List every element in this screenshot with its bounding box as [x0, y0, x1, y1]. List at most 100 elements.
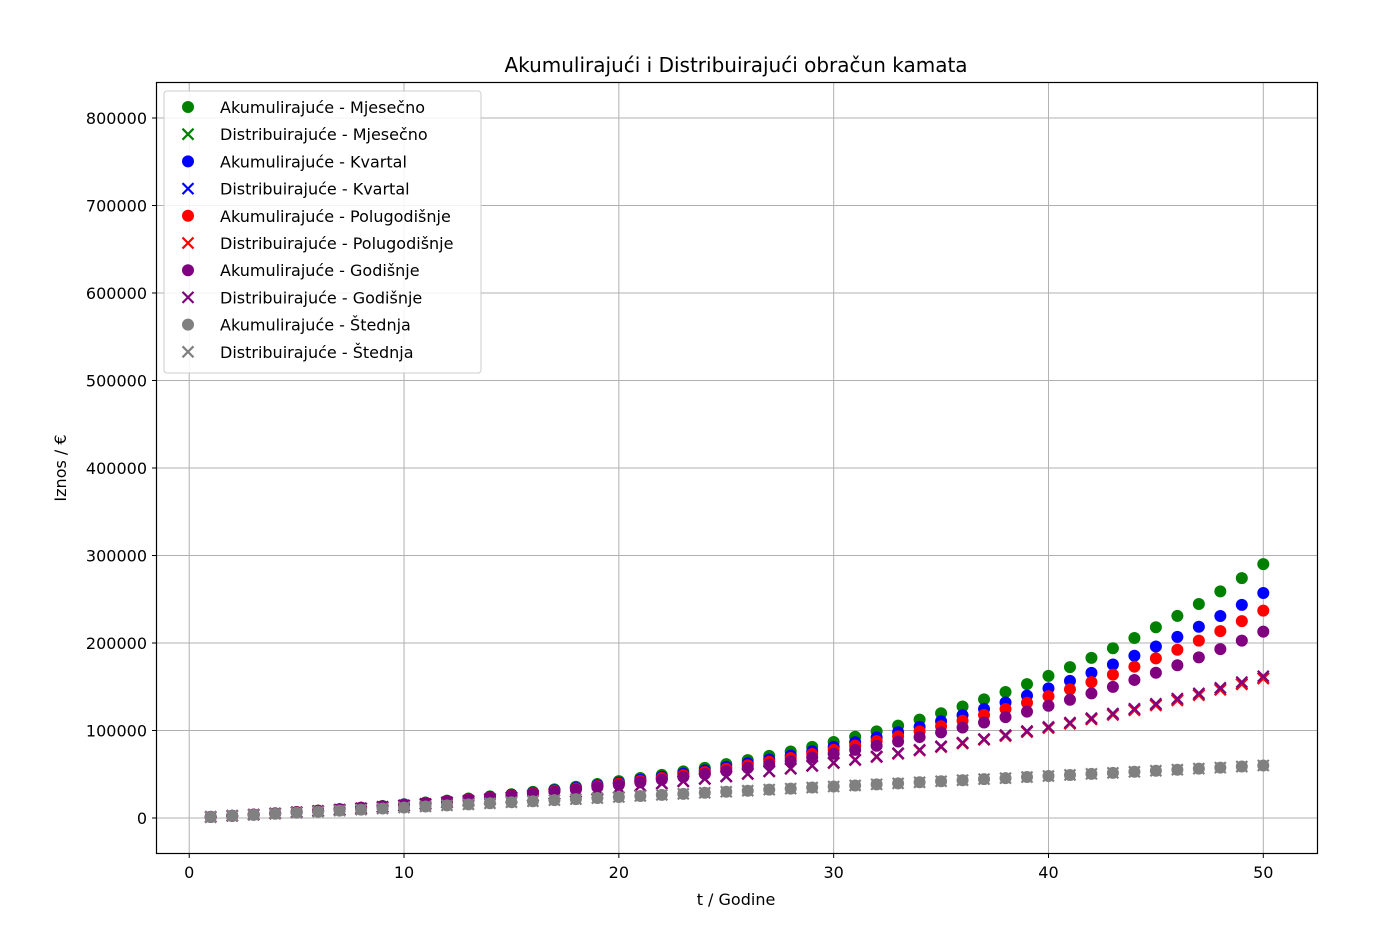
data-point-circle — [612, 778, 625, 791]
data-point-circle — [1106, 668, 1119, 681]
legend-marker — [182, 209, 194, 222]
data-point-circle — [1063, 661, 1076, 674]
data-point-circle — [677, 770, 690, 783]
data-point-x — [1106, 707, 1120, 720]
data-point-circle — [1257, 558, 1270, 571]
y-tick-label: 400000 — [86, 459, 147, 478]
data-point-x — [956, 736, 969, 749]
legend-label: Distribuirajuće - Kvartal — [220, 180, 410, 199]
data-point-x — [977, 732, 991, 746]
data-point-x — [870, 750, 883, 763]
series-points — [204, 625, 1270, 823]
data-point-circle — [1106, 680, 1119, 693]
data-point-circle — [1149, 621, 1162, 634]
data-point-circle — [1257, 625, 1270, 638]
legend-marker — [181, 291, 195, 304]
data-point-circle — [1192, 651, 1205, 664]
x-tick-label: 50 — [1253, 863, 1273, 882]
data-point-circle — [1085, 687, 1098, 700]
data-point-x — [1128, 702, 1141, 716]
legend-marker — [181, 236, 195, 250]
data-point-circle — [1235, 598, 1248, 611]
series-points — [204, 587, 1270, 823]
data-point-x — [762, 783, 776, 796]
series-points — [204, 604, 1270, 823]
data-point-x — [591, 791, 604, 805]
legend-label: Akumulirajuće - Polugodišnje — [220, 207, 451, 226]
data-point-x — [634, 789, 647, 803]
legend-label: Akumulirajuće - Štednja — [220, 316, 411, 335]
data-point-x — [934, 740, 948, 753]
data-point-x — [1192, 688, 1206, 702]
data-point-x — [1128, 765, 1141, 779]
data-point-x — [634, 779, 647, 792]
data-point-x — [290, 806, 303, 820]
data-point-circle — [1257, 604, 1270, 617]
data-point-x — [505, 795, 518, 809]
data-point-x — [934, 774, 948, 788]
data-point-circle — [1085, 666, 1098, 679]
data-point-x — [1235, 675, 1249, 689]
data-point-x — [848, 779, 862, 792]
data-point-circle — [999, 685, 1012, 698]
data-point-circle — [569, 783, 582, 796]
series-points — [204, 671, 1270, 824]
data-point-x — [1257, 669, 1270, 683]
data-point-circle — [806, 751, 819, 764]
data-point-circle — [978, 716, 991, 729]
data-point-circle — [1042, 699, 1055, 712]
y-tick-label: 200000 — [86, 634, 147, 653]
data-point-x — [655, 777, 669, 790]
data-point-x — [655, 788, 669, 802]
grid — [157, 83, 1317, 853]
y-axis-label: Iznos / € — [51, 434, 70, 501]
data-point-circle — [548, 785, 561, 798]
data-point-x — [1042, 769, 1055, 783]
data-point-x — [1063, 716, 1077, 729]
data-point-circle — [1106, 642, 1119, 655]
y-tick-label: 100000 — [86, 722, 147, 741]
legend-label: Akumulirajuće - Godišnje — [220, 261, 420, 280]
data-point-circle — [1171, 659, 1184, 672]
data-point-x — [762, 764, 776, 778]
data-points — [204, 558, 1270, 824]
x-tick-label: 20 — [609, 863, 629, 882]
data-point-circle — [1063, 683, 1076, 696]
data-point-x — [419, 800, 432, 813]
legend-label: Akumulirajuće - Mjesečno — [220, 98, 425, 117]
data-point-x — [913, 776, 926, 789]
data-point-x — [827, 780, 840, 793]
data-point-x — [999, 728, 1012, 742]
data-point-circle — [1128, 632, 1141, 645]
data-point-circle — [1235, 572, 1248, 585]
data-point-x — [569, 792, 583, 806]
data-point-x — [677, 774, 690, 788]
data-point-x — [1214, 683, 1227, 697]
data-point-circle — [1214, 643, 1227, 656]
legend-marker — [181, 182, 195, 195]
data-point-circle — [1257, 587, 1270, 600]
data-point-x — [741, 784, 755, 797]
data-point-circle — [763, 758, 776, 771]
data-point-x — [1171, 763, 1184, 776]
x-tick-label: 10 — [394, 863, 414, 882]
data-point-x — [311, 805, 325, 818]
data-point-circle — [1042, 669, 1055, 682]
data-point-circle — [892, 735, 905, 748]
data-point-circle — [1128, 660, 1141, 673]
data-point-circle — [1149, 640, 1162, 653]
data-point-x — [784, 782, 797, 795]
data-point-x — [225, 809, 239, 823]
data-point-circle — [1128, 673, 1141, 686]
data-point-circle — [999, 711, 1012, 724]
data-point-x — [891, 746, 905, 760]
data-point-x — [848, 753, 862, 766]
legend-box — [163, 90, 482, 374]
data-point-circle — [1021, 696, 1033, 709]
data-point-circle — [1214, 625, 1227, 638]
data-point-circle — [1171, 609, 1184, 622]
data-point-x — [1042, 720, 1055, 734]
data-point-circle — [1235, 634, 1248, 647]
data-point-x — [612, 781, 626, 795]
legend-marker — [182, 264, 194, 277]
